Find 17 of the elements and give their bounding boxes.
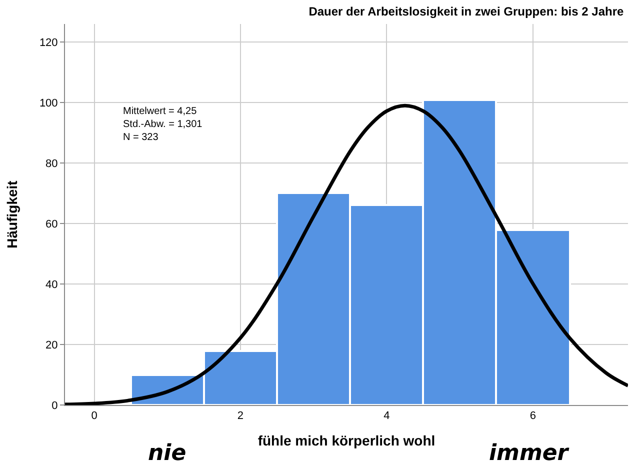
x-tick-label: 0 (91, 410, 98, 422)
y-tick-label: 60 (46, 218, 58, 230)
y-tick-label: 20 (46, 339, 58, 352)
text: nie (148, 441, 186, 466)
x-tick-label: 2 (237, 410, 244, 422)
y-tick-label: 40 (46, 278, 58, 291)
x-tick-label: 4 (384, 410, 390, 422)
x-axis-title: fühle mich körperlich wohl (258, 432, 436, 448)
y-axis-title: Häufigkeit (4, 180, 20, 248)
y-tick-label: 120 (39, 36, 58, 49)
text: immer (489, 441, 570, 466)
annotation: Mittelwert = 4,25 Std.-Abw. = 1,301 N = 323 (123, 106, 203, 143)
y-tick-label: 80 (46, 158, 58, 170)
x-tick-label: 6 (530, 410, 536, 422)
y-tick-label: 100 (39, 97, 58, 110)
y-tick-label: 0 (52, 400, 58, 412)
chart-title: Dauer der Arbeitslosigkeit in zwei Gruppen: bis 2 Jahre (308, 4, 624, 18)
